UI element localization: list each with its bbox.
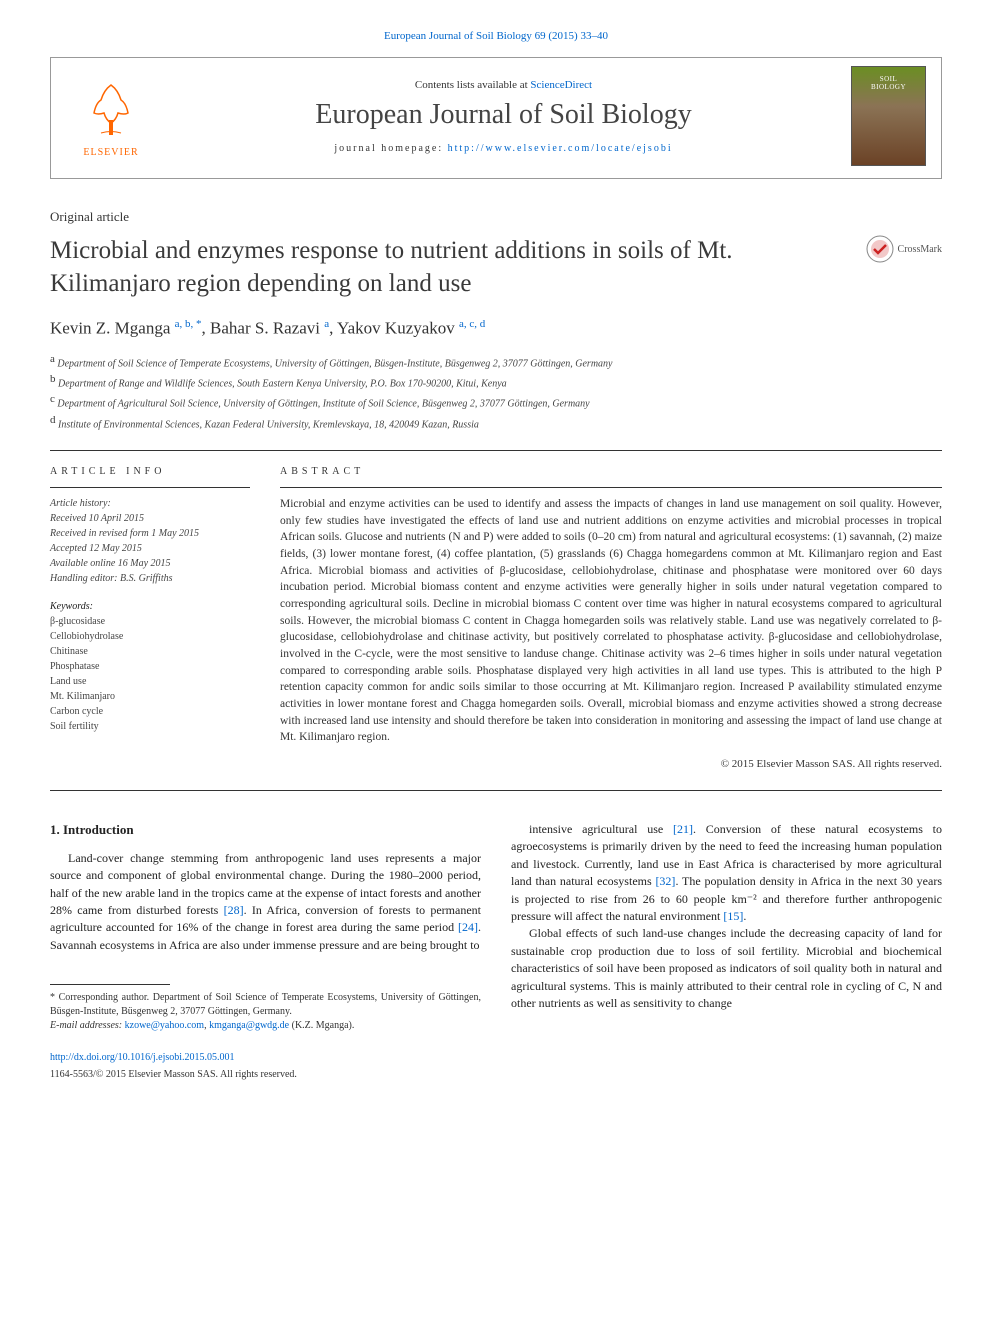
divider-lower [50,790,942,791]
footnote-separator [50,984,170,985]
affiliation-line: c Department of Agricultural Soil Scienc… [50,391,942,411]
corresponding-footnote: * Corresponding author. Department of So… [50,991,481,1033]
intro-para-1: Land-cover change stemming from anthropo… [50,850,481,954]
keyword-item: Soil fertility [50,719,250,734]
affiliation-line: a Department of Soil Science of Temperat… [50,351,942,371]
keyword-item: Carbon cycle [50,704,250,719]
elsevier-tree-icon [76,75,146,145]
affiliations: a Department of Soil Science of Temperat… [50,351,942,432]
keyword-item: Chitinase [50,644,250,659]
body-column-right: intensive agricultural use [21]. Convers… [511,821,942,1082]
intro-heading: 1. Introduction [50,821,481,840]
sciencedirect-link[interactable]: ScienceDirect [530,79,592,91]
crossmark-icon [866,235,894,263]
contents-text: Contents lists available at [415,79,530,91]
crossmark-badge[interactable]: CrossMark [866,235,942,263]
keywords-label: Keywords: [50,601,250,612]
affiliation-line: d Institute of Environmental Sciences, K… [50,412,942,432]
homepage-link[interactable]: http://www.elsevier.com/locate/ejsobi [448,143,673,154]
history-received: Received 10 April 2015 [50,511,250,526]
keyword-item: Land use [50,674,250,689]
email-1[interactable]: kzowe@yahoo.com [125,1020,204,1031]
affiliation-line: b Department of Range and Wildlife Scien… [50,371,942,391]
journal-name: European Journal of Soil Biology [176,99,831,131]
elsevier-logo: ELSEVIER [66,66,156,166]
keyword-item: Phosphatase [50,659,250,674]
article-title: Microbial and enzymes response to nutrie… [50,235,851,300]
intro-para-2: intensive agricultural use [21]. Convers… [511,821,942,925]
article-history: Article history: Received 10 April 2015 … [50,496,250,586]
intro-para-3: Global effects of such land-use changes … [511,925,942,1012]
history-editor: Handling editor: B.S. Griffiths [50,571,250,586]
keyword-item: Cellobiohydrolase [50,629,250,644]
divider [50,450,942,451]
cover-bottom: BIOLOGY [871,83,906,91]
journal-header: ELSEVIER Contents lists available at Sci… [50,57,942,179]
email-line: E-mail addresses: kzowe@yahoo.com, kmgan… [50,1019,481,1033]
journal-cover-thumbnail: SOIL BIOLOGY [851,66,926,166]
abstract-text: Microbial and enzyme activities can be u… [280,496,942,746]
abstract-divider [280,487,942,488]
article-type: Original article [50,209,942,225]
journal-homepage-line: journal homepage: http://www.elsevier.co… [176,143,831,154]
copyright: © 2015 Elsevier Masson SAS. All rights r… [280,758,942,770]
keywords-list: β-glucosidaseCellobiohydrolaseChitinaseP… [50,614,250,734]
cover-top: SOIL [880,75,898,83]
email-label: E-mail addresses: [50,1020,125,1031]
history-online: Available online 16 May 2015 [50,556,250,571]
article-info-label: ARTICLE INFO [50,466,250,477]
corresponding-text: * Corresponding author. Department of So… [50,991,481,1019]
homepage-label: journal homepage: [334,143,447,154]
history-label: Article history: [50,496,250,511]
contents-line: Contents lists available at ScienceDirec… [176,79,831,91]
doi-link[interactable]: http://dx.doi.org/10.1016/j.ejsobi.2015.… [50,1051,481,1066]
keyword-item: Mt. Kilimanjaro [50,689,250,704]
email-2[interactable]: kmganga@gwdg.de [209,1020,289,1031]
authors: Kevin Z. Mganga a, b, *, Bahar S. Razavi… [50,318,942,339]
keyword-item: β-glucosidase [50,614,250,629]
history-accepted: Accepted 12 May 2015 [50,541,250,556]
crossmark-label: CrossMark [898,244,942,255]
email-suffix: (K.Z. Mganga). [289,1020,354,1031]
citation-header: European Journal of Soil Biology 69 (201… [50,30,942,42]
abstract-label: ABSTRACT [280,466,942,477]
info-divider [50,487,250,488]
body-column-left: 1. Introduction Land-cover change stemmi… [50,821,481,1082]
history-revised: Received in revised form 1 May 2015 [50,526,250,541]
issn-line: 1164-5563/© 2015 Elsevier Masson SAS. Al… [50,1068,481,1083]
elsevier-label: ELSEVIER [83,147,138,158]
